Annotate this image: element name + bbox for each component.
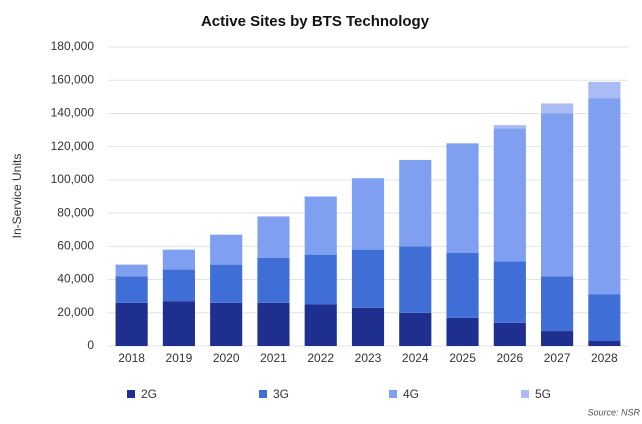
bar-segment [257, 216, 290, 258]
y-tick-label: 180,000 [51, 39, 95, 53]
y-tick-label: 160,000 [51, 72, 95, 86]
bar-segment [588, 341, 621, 346]
bar-segment [162, 269, 195, 302]
y-axis-title: In-Service Units [10, 154, 24, 239]
bar-segment [399, 159, 432, 247]
legend-label: 2G [141, 387, 157, 401]
legend-swatch [521, 390, 529, 398]
bar-segment [446, 252, 479, 318]
bar-segment [210, 234, 243, 265]
legend-swatch [127, 390, 135, 398]
bar-segment [162, 249, 195, 270]
y-tick-label: 40,000 [57, 272, 94, 286]
x-tick-label: 2022 [307, 351, 334, 365]
bar-segment [304, 254, 337, 305]
y-tick-label: 20,000 [57, 305, 94, 319]
y-tick-label: 140,000 [51, 106, 95, 120]
bar-segment [493, 125, 526, 129]
legend-label: 4G [403, 387, 419, 401]
y-tick-label: 120,000 [51, 139, 95, 153]
bar-segment [304, 304, 337, 346]
x-tick-label: 2023 [355, 351, 382, 365]
y-tick-label: 100,000 [51, 172, 95, 186]
x-tick-label: 2025 [449, 351, 476, 365]
x-tick-label: 2024 [402, 351, 429, 365]
bar-segment [115, 302, 148, 346]
bar-segment [351, 249, 385, 308]
y-tick-label: 80,000 [57, 205, 94, 219]
bar-segment [115, 276, 148, 303]
x-tick-label: 2019 [166, 351, 193, 365]
legend-label: 3G [273, 387, 289, 401]
bar-segment [351, 307, 385, 346]
bar-segment [541, 103, 574, 114]
bar-segment [351, 178, 385, 250]
bar-segment [257, 257, 290, 303]
bar-segment [493, 261, 526, 323]
bar-segment [115, 264, 148, 277]
bar-segment [588, 98, 621, 295]
bar-segment [304, 196, 337, 255]
x-tick-label: 2018 [118, 351, 145, 365]
bar-segment [399, 246, 432, 313]
bar-segment [399, 312, 432, 346]
chart-title: Active Sites by BTS Technology [201, 13, 430, 30]
x-tick-label: 2021 [260, 351, 287, 365]
bar-segment [446, 317, 479, 346]
bar-segment [210, 264, 243, 303]
bar-segment [162, 301, 195, 346]
x-tick-label: 2027 [544, 351, 571, 365]
y-tick-label: 0 [87, 338, 94, 352]
y-tick-label: 60,000 [57, 239, 94, 253]
legend-swatch [259, 390, 267, 398]
x-tick-label: 2026 [496, 351, 523, 365]
bar-segment [493, 128, 526, 262]
bar-segment [588, 294, 621, 342]
bar-segment [541, 331, 574, 346]
bar-segment [446, 143, 479, 253]
x-tick-label: 2020 [213, 351, 240, 365]
source-note: Source: NSR [587, 407, 640, 417]
bar-segment [210, 302, 243, 346]
bar-segment [541, 113, 574, 277]
bar-segment [588, 81, 621, 99]
bar-segment [493, 322, 526, 346]
x-tick-label: 2028 [591, 351, 618, 365]
legend-swatch [389, 390, 397, 398]
legend-label: 5G [535, 387, 551, 401]
bar-segment [257, 302, 290, 346]
bar-segment [541, 276, 574, 332]
